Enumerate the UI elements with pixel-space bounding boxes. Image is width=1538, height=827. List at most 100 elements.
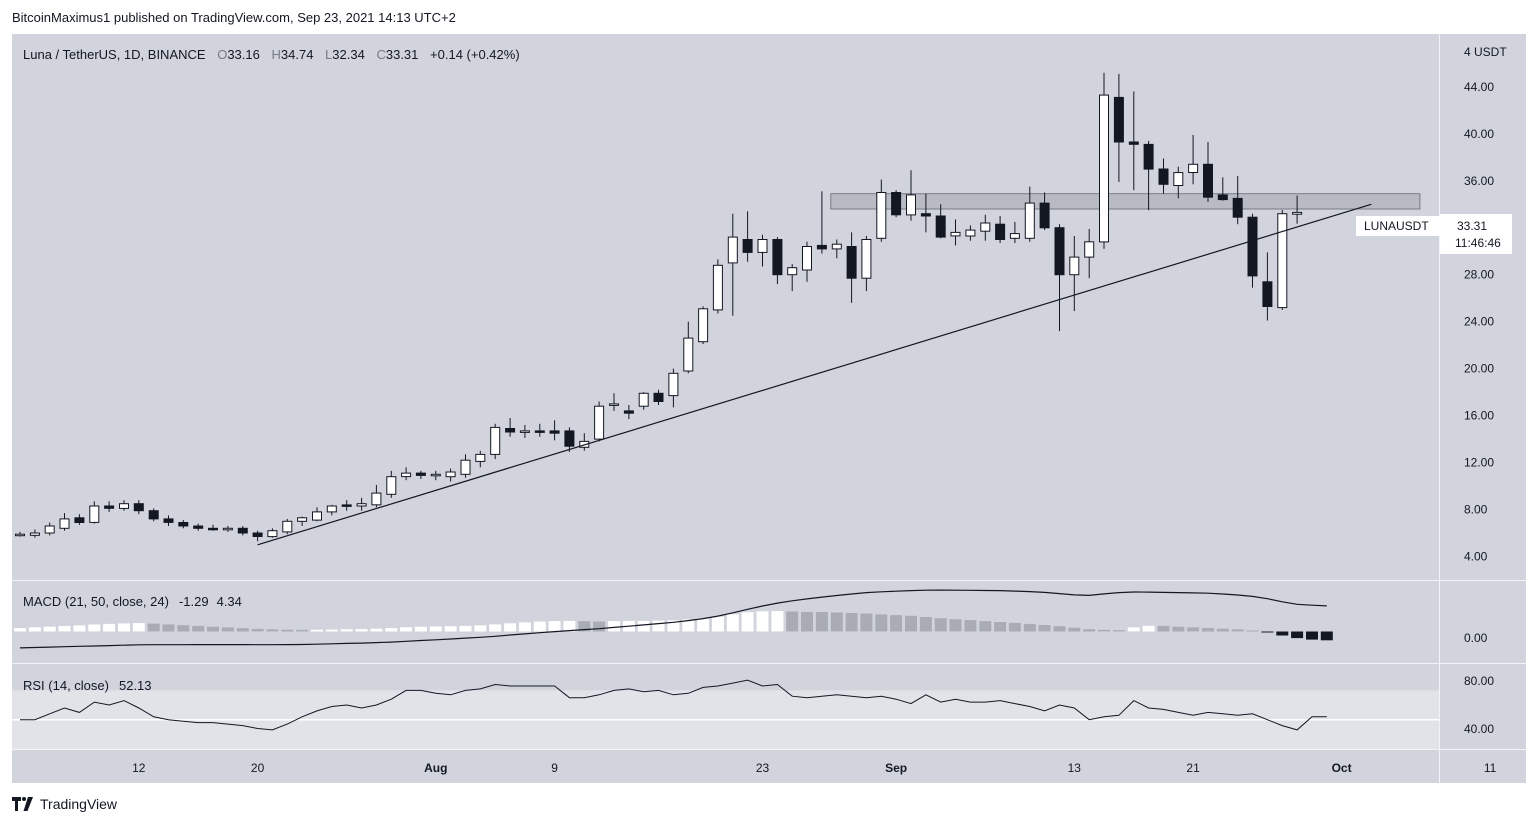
candle[interactable]: [29, 529, 40, 538]
candle[interactable]: [505, 418, 516, 437]
candle[interactable]: [59, 513, 70, 531]
candle[interactable]: [282, 518, 293, 535]
candle[interactable]: [683, 321, 694, 374]
candle[interactable]: [1173, 166, 1184, 199]
candle-body-down: [104, 505, 115, 509]
candle[interactable]: [1024, 186, 1035, 242]
candle[interactable]: [1217, 177, 1228, 201]
candle[interactable]: [415, 470, 426, 479]
candle[interactable]: [89, 501, 100, 524]
candle[interactable]: [74, 514, 85, 525]
price-pane[interactable]: [12, 34, 1439, 580]
candle[interactable]: [594, 401, 605, 442]
candle[interactable]: [1099, 72, 1109, 249]
candle[interactable]: [787, 264, 798, 292]
candle-body-up: [1024, 202, 1035, 239]
candle[interactable]: [252, 530, 263, 542]
candle[interactable]: [816, 191, 827, 254]
candle[interactable]: [935, 204, 946, 239]
candle[interactable]: [356, 497, 367, 511]
candle[interactable]: [549, 420, 560, 441]
candle[interactable]: [1128, 91, 1139, 191]
candle-body-up: [1099, 94, 1109, 243]
candle[interactable]: [802, 241, 812, 282]
candle[interactable]: [312, 507, 322, 522]
candle[interactable]: [341, 500, 352, 511]
candle[interactable]: [208, 524, 218, 531]
macd-pane[interactable]: [12, 581, 1439, 663]
candle[interactable]: [564, 427, 575, 452]
candle[interactable]: [1188, 135, 1199, 185]
candle[interactable]: [757, 234, 768, 267]
candle[interactable]: [534, 423, 545, 437]
candle[interactable]: [119, 500, 129, 511]
candle[interactable]: [15, 531, 25, 537]
candle[interactable]: [727, 213, 738, 316]
time-axis-area[interactable]: [12, 750, 1439, 783]
candle[interactable]: [861, 236, 872, 292]
candle[interactable]: [1203, 142, 1213, 202]
candle[interactable]: [430, 470, 441, 481]
candle[interactable]: [638, 392, 649, 410]
candle[interactable]: [44, 522, 55, 536]
candle[interactable]: [1158, 158, 1169, 194]
candle[interactable]: [133, 500, 144, 515]
candle[interactable]: [1277, 210, 1288, 310]
footer-branding[interactable]: TradingView: [12, 796, 117, 812]
candle[interactable]: [1143, 140, 1154, 211]
candle[interactable]: [965, 225, 976, 241]
candle[interactable]: [712, 259, 723, 314]
candle[interactable]: [163, 515, 174, 526]
candle[interactable]: [1069, 236, 1080, 312]
candle[interactable]: [178, 520, 189, 529]
candle[interactable]: [475, 450, 486, 468]
candle[interactable]: [104, 501, 115, 512]
candle[interactable]: [609, 393, 619, 411]
candle[interactable]: [891, 190, 902, 218]
candle[interactable]: [980, 214, 991, 241]
candle[interactable]: [237, 526, 248, 536]
price-axis-area[interactable]: [1440, 34, 1526, 783]
candle[interactable]: [920, 193, 931, 233]
candle[interactable]: [1247, 213, 1258, 288]
candle[interactable]: [742, 211, 753, 262]
candle[interactable]: [1039, 192, 1050, 231]
candle[interactable]: [1262, 252, 1273, 321]
publisher-line: BitcoinMaximus1 published on TradingView…: [12, 10, 456, 25]
candle[interactable]: [1084, 228, 1095, 279]
candle[interactable]: [267, 528, 278, 538]
candle[interactable]: [148, 508, 159, 522]
candle[interactable]: [1292, 195, 1303, 224]
trading-chart[interactable]: 44.0040.0036.0032.0028.0024.0020.0016.00…: [12, 34, 1526, 783]
candle[interactable]: [876, 179, 887, 242]
candle[interactable]: [772, 237, 783, 285]
candle[interactable]: [906, 170, 916, 221]
candle[interactable]: [668, 368, 679, 408]
candle[interactable]: [445, 468, 456, 482]
candle[interactable]: [460, 454, 471, 478]
candle[interactable]: [386, 470, 397, 498]
candle[interactable]: [831, 239, 842, 259]
candle[interactable]: [995, 216, 1006, 243]
candle[interactable]: [1232, 176, 1243, 225]
candle[interactable]: [653, 389, 664, 405]
candle[interactable]: [401, 467, 412, 481]
candle[interactable]: [623, 405, 634, 420]
candle[interactable]: [698, 306, 709, 344]
candle[interactable]: [519, 425, 530, 438]
last-price-tag[interactable]: LUNAUSDT 33.31 11:46:46: [1356, 214, 1512, 254]
candle[interactable]: [950, 219, 961, 246]
resistance-zone[interactable]: [830, 193, 1421, 210]
candle[interactable]: [297, 516, 308, 526]
rsi-pane[interactable]: [12, 664, 1439, 749]
candle[interactable]: [326, 504, 337, 516]
candle[interactable]: [371, 484, 382, 508]
candle[interactable]: [490, 423, 501, 460]
candle[interactable]: [846, 232, 857, 303]
candle[interactable]: [1054, 224, 1065, 332]
candle[interactable]: [1113, 73, 1124, 182]
candle[interactable]: [193, 523, 204, 531]
ascending-trendline[interactable]: [257, 203, 1372, 546]
candle[interactable]: [222, 526, 233, 532]
candle[interactable]: [1009, 221, 1020, 243]
